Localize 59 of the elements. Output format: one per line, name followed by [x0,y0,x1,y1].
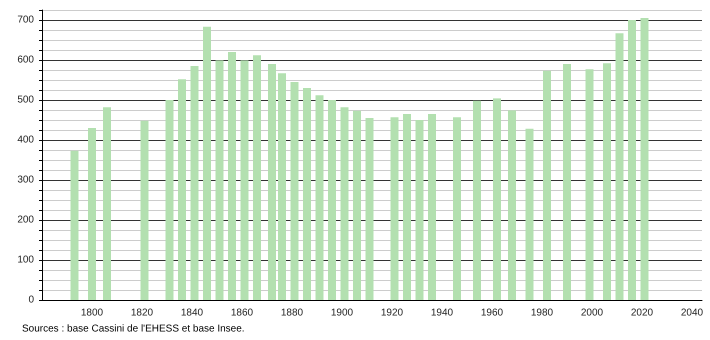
bar [603,63,611,300]
bar [628,20,636,300]
y-tick-label: 600 [17,54,34,66]
source-note: Sources : base Cassini de l'EHESS et base Insee. [22,324,245,334]
bar [103,107,111,300]
bar [178,79,186,300]
x-tick-label: 1940 [430,308,454,318]
y-tick-label: 300 [17,174,34,186]
bar [240,60,248,300]
bar [140,120,148,300]
x-tick-label: 1800 [80,308,104,318]
bar [70,150,78,300]
bar [166,100,174,300]
bar [328,100,336,300]
bar [586,69,594,300]
bar [416,120,424,300]
bar [290,82,298,300]
x-tick-label: 1860 [230,308,254,318]
bar [268,64,276,300]
x-tick-label: 1900 [330,308,354,318]
x-tick-label: 1820 [130,308,154,318]
x-tick-label: 1840 [180,308,204,318]
bar [353,110,361,300]
x-tick-label: 2020 [630,308,654,318]
y-tick-label: 200 [17,214,34,226]
bar [616,33,624,300]
bar [428,114,436,300]
y-tick-label: 100 [17,254,34,266]
bar [493,98,501,300]
bar [390,117,398,300]
bar [563,64,571,300]
bar [403,114,411,300]
bar [203,26,211,300]
bar [216,60,224,300]
bar [303,88,311,300]
bar [278,73,286,300]
bar [543,70,551,300]
y-tick-label: 500 [17,94,34,106]
x-tick-label: 1880 [280,308,304,318]
bar [340,107,348,300]
x-tick-label: 1960 [480,308,504,318]
y-tick-label: 700 [17,14,34,26]
bar [526,128,534,300]
bar [88,128,96,300]
x-tick-label: 1980 [530,308,554,318]
bar [473,100,481,300]
bar [228,52,236,300]
x-tick-label: 1920 [380,308,404,318]
bar [366,118,374,300]
x-tick-label: 2000 [580,308,604,318]
bar [190,66,198,300]
bar [316,95,324,300]
bar [508,110,516,300]
bar [453,117,461,300]
y-tick-label: 400 [17,134,34,146]
bar [640,18,648,300]
y-tick-label: 0 [28,294,34,306]
x-tick-label: 2040 [680,308,704,318]
bar [253,55,261,300]
